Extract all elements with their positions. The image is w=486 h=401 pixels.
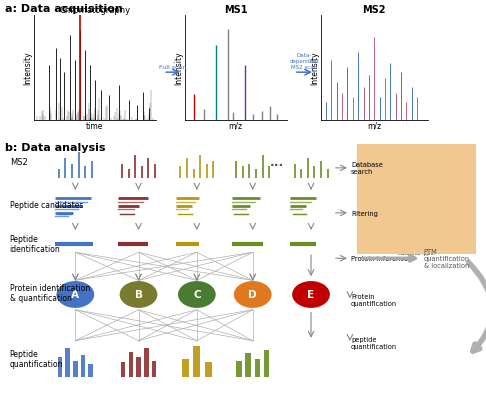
Text: observed: observed (373, 211, 394, 215)
Text: peptide
quantification: peptide quantification (351, 336, 397, 349)
Text: -5: -5 (382, 249, 385, 253)
Text: D: D (248, 290, 257, 300)
Text: Filtering: Filtering (351, 211, 378, 216)
Y-axis label: Intensity: Intensity (24, 51, 33, 85)
X-axis label: time: time (86, 122, 104, 131)
Text: Peptide candidates: Peptide candidates (10, 200, 83, 209)
Text: ...: ... (270, 156, 284, 169)
Bar (255, 359, 260, 377)
Text: Data-
dependent
MS2 scan: Data- dependent MS2 scan (289, 53, 319, 70)
Text: XCorr score: XCorr score (404, 198, 429, 202)
Bar (264, 350, 269, 377)
X-axis label: m/z: m/z (367, 122, 382, 131)
Bar (236, 361, 242, 377)
Y-axis label: Intensity: Intensity (311, 51, 319, 85)
Text: Full scan: Full scan (159, 65, 187, 70)
Text: a: Data acquisition: a: Data acquisition (5, 4, 122, 14)
Text: PTM
quantification
& localization: PTM quantification & localization (424, 249, 470, 269)
Text: b: Data analysis: b: Data analysis (5, 142, 105, 152)
Bar (205, 363, 212, 377)
Text: A: A (71, 290, 79, 300)
Text: incorrect
matches: incorrect matches (364, 167, 384, 176)
Title: MS1: MS1 (224, 5, 247, 15)
Text: C: C (193, 290, 201, 300)
Bar (245, 354, 251, 377)
Bar (65, 348, 70, 377)
Bar (136, 357, 141, 377)
Bar (58, 357, 62, 377)
Text: Database
search: Database search (351, 162, 383, 175)
Text: Peptide
identification: Peptide identification (10, 234, 60, 253)
Text: E: E (308, 290, 314, 300)
Text: 5: 5 (448, 249, 451, 253)
Text: corrected: corrected (430, 206, 451, 210)
Text: Peptide
quantification: Peptide quantification (10, 349, 63, 369)
Bar (128, 352, 133, 377)
Text: Protein
quantification: Protein quantification (351, 294, 397, 306)
Text: Mass error (ppm): Mass error (ppm) (398, 252, 435, 256)
Text: 0: 0 (415, 249, 418, 253)
Title: MS2: MS2 (363, 5, 386, 15)
Text: correct
matches: correct matches (417, 160, 435, 169)
Bar (81, 355, 86, 377)
Bar (73, 361, 78, 377)
Bar (144, 348, 149, 377)
X-axis label: m/z: m/z (228, 122, 243, 131)
Title: Chromatography: Chromatography (59, 6, 130, 15)
Text: Total matches: Total matches (401, 154, 432, 158)
Bar (121, 363, 125, 377)
Text: Protein identification
& quantification: Protein identification & quantification (10, 283, 90, 302)
Text: MS2: MS2 (10, 158, 28, 167)
Bar (152, 361, 156, 377)
Text: cut-off: cut-off (440, 150, 454, 154)
Bar (88, 364, 93, 377)
Bar (193, 346, 200, 377)
Text: B: B (135, 290, 142, 300)
Bar (182, 359, 189, 377)
Y-axis label: Intensity: Intensity (174, 51, 183, 85)
Text: Protein inference: Protein inference (351, 256, 408, 261)
